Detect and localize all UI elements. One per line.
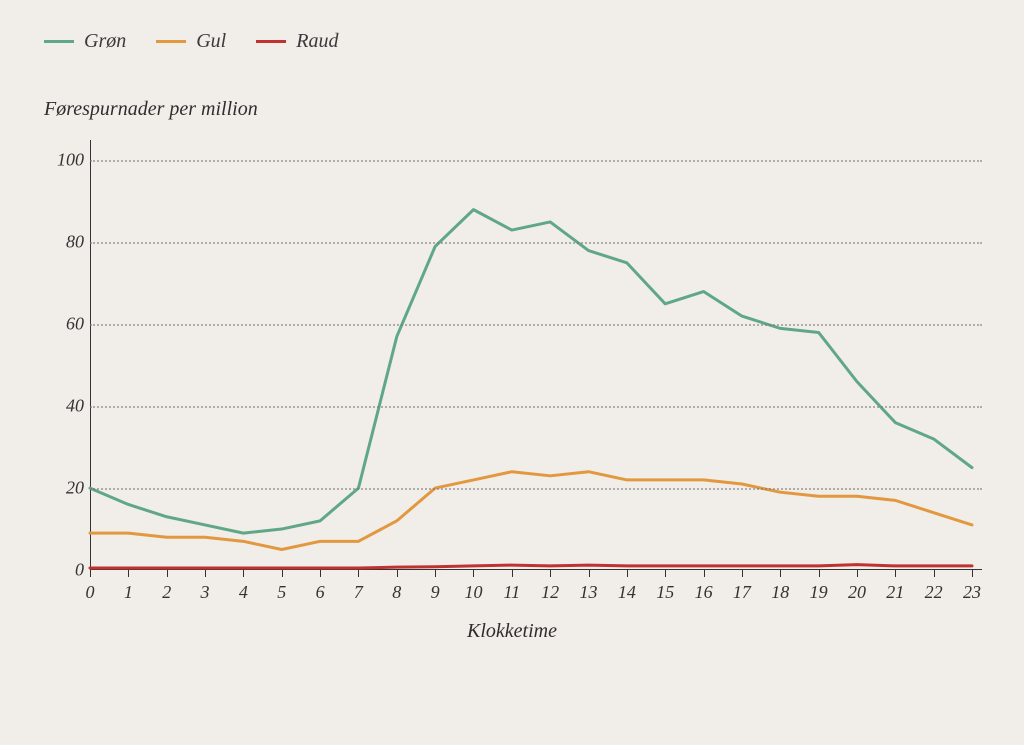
x-tick-label: 22: [925, 582, 943, 603]
x-tick-mark: [167, 570, 168, 577]
x-axis-label: Klokketime: [0, 620, 1024, 643]
x-tick-label: 11: [503, 582, 520, 603]
x-tick-label: 5: [277, 582, 286, 603]
x-tick-mark: [512, 570, 513, 577]
legend-swatch: [44, 40, 74, 43]
x-tick-label: 18: [771, 582, 789, 603]
x-tick-mark: [819, 570, 820, 577]
legend-label: Grøn: [84, 30, 126, 53]
x-tick-label: 19: [810, 582, 828, 603]
x-tick-label: 9: [431, 582, 440, 603]
x-tick-label: 4: [239, 582, 248, 603]
x-tick-mark: [895, 570, 896, 577]
plot-area: 0204060801000123456789101112131415161718…: [44, 140, 982, 570]
x-tick-mark: [90, 570, 91, 577]
x-tick-mark: [742, 570, 743, 577]
legend: Grøn Gul Raud: [44, 30, 338, 53]
x-tick-mark: [665, 570, 666, 577]
grid-line: [90, 242, 982, 244]
grid-line: [90, 406, 982, 408]
x-tick-mark: [243, 570, 244, 577]
x-tick-label: 7: [354, 582, 363, 603]
x-tick-mark: [397, 570, 398, 577]
x-tick-label: 15: [656, 582, 674, 603]
x-tick-label: 14: [618, 582, 636, 603]
x-tick-label: 3: [201, 582, 210, 603]
y-tick-label: 80: [44, 232, 84, 253]
x-tick-label: 10: [464, 582, 482, 603]
x-tick-mark: [205, 570, 206, 577]
legend-label: Raud: [296, 30, 338, 53]
x-tick-mark: [627, 570, 628, 577]
x-tick-label: 21: [886, 582, 904, 603]
x-tick-mark: [934, 570, 935, 577]
series-line: [90, 210, 972, 534]
x-tick-mark: [435, 570, 436, 577]
x-tick-mark: [358, 570, 359, 577]
x-tick-label: 8: [392, 582, 401, 603]
legend-label: Gul: [196, 30, 226, 53]
x-tick-label: 2: [162, 582, 171, 603]
legend-item: Raud: [256, 30, 338, 53]
x-tick-mark: [589, 570, 590, 577]
x-tick-label: 17: [733, 582, 751, 603]
series-line: [90, 472, 972, 550]
x-tick-mark: [550, 570, 551, 577]
legend-item: Gul: [156, 30, 226, 53]
y-tick-label: 0: [44, 560, 84, 581]
x-tick-label: 20: [848, 582, 866, 603]
x-tick-mark: [473, 570, 474, 577]
x-tick-mark: [282, 570, 283, 577]
y-tick-label: 100: [44, 150, 84, 171]
x-tick-label: 0: [86, 582, 95, 603]
y-axis-label: Førespurnader per million: [44, 98, 258, 121]
y-tick-label: 20: [44, 478, 84, 499]
series-svg: [44, 140, 982, 570]
x-tick-label: 16: [695, 582, 713, 603]
legend-swatch: [156, 40, 186, 43]
x-tick-mark: [320, 570, 321, 577]
x-tick-mark: [972, 570, 973, 577]
y-tick-label: 40: [44, 396, 84, 417]
x-tick-label: 12: [541, 582, 559, 603]
x-tick-mark: [857, 570, 858, 577]
chart-container: Grøn Gul Raud Førespurnader per million 0 2…: [0, 0, 1024, 745]
series-line: [90, 565, 972, 568]
x-tick-label: 13: [580, 582, 598, 603]
x-tick-label: 6: [316, 582, 325, 603]
legend-item: Grøn: [44, 30, 126, 53]
grid-line: [90, 324, 982, 326]
x-tick-mark: [128, 570, 129, 577]
x-tick-mark: [780, 570, 781, 577]
x-tick-label: 23: [963, 582, 981, 603]
x-tick-label: 1: [124, 582, 133, 603]
y-tick-label: 60: [44, 314, 84, 335]
x-tick-mark: [704, 570, 705, 577]
legend-swatch: [256, 40, 286, 43]
grid-line: [90, 488, 982, 490]
grid-line: [90, 160, 982, 162]
